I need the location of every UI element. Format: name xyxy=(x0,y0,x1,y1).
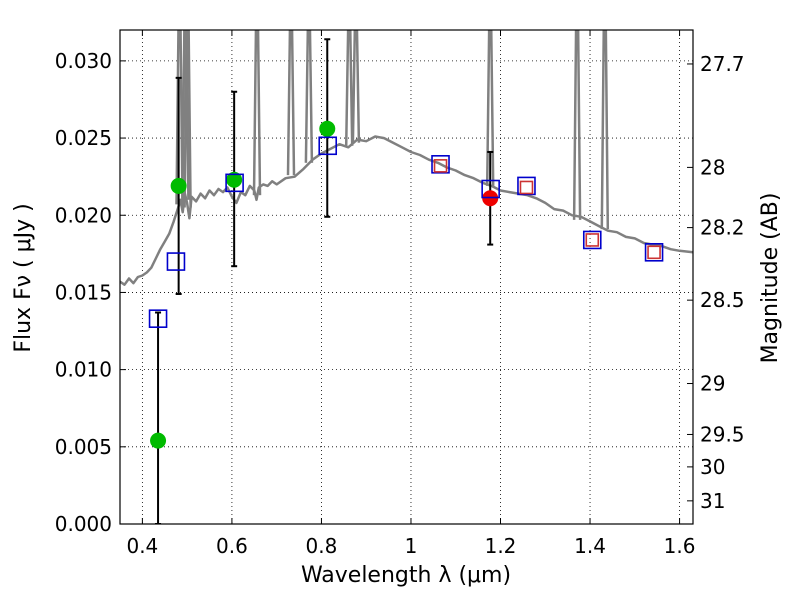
emission-line-spike xyxy=(344,30,354,146)
plot-area xyxy=(120,30,693,524)
y2-axis-label: Magnitude (AB) xyxy=(758,193,783,364)
y-tick-label: 0.025 xyxy=(55,126,112,150)
y2-tick-label: 31 xyxy=(700,489,725,513)
y-tick-label: 0.000 xyxy=(55,512,112,536)
y-tick-label: 0.030 xyxy=(55,49,112,73)
x-tick-label: 0.4 xyxy=(126,534,158,558)
model-photometry-square xyxy=(148,309,168,328)
model-photometry-square xyxy=(318,136,338,156)
y2-tick-label: 27.7 xyxy=(700,52,745,76)
y-tick-label: 0.020 xyxy=(55,203,112,227)
y2-tick-label: 28.2 xyxy=(700,216,745,240)
y2-tick-label: 28 xyxy=(700,155,725,179)
model-photometry-square xyxy=(644,243,664,262)
y-axis-label: Flux Fν ( μJy ) xyxy=(11,203,36,352)
observed-point-green xyxy=(319,120,336,137)
emission-line-spike xyxy=(485,30,495,186)
model-photometry-square xyxy=(166,252,186,271)
y2-tick-label: 30 xyxy=(700,455,725,479)
emission-line-spike xyxy=(175,30,184,205)
x-tick-label: 1.4 xyxy=(574,534,606,558)
y-tick-label: 0.005 xyxy=(55,435,112,459)
emission-line-spike xyxy=(286,30,296,176)
sed-continuum-line xyxy=(120,135,693,286)
model-photometry-inner-square xyxy=(433,159,448,173)
x-tick-label: 0.6 xyxy=(216,534,248,558)
emission-line-spike xyxy=(181,30,190,200)
observed-point-green xyxy=(226,171,243,188)
observed-point-green xyxy=(170,177,187,194)
emission-line-spike xyxy=(572,30,582,220)
model-photometry-square xyxy=(225,173,244,193)
y-tick-label: 0.015 xyxy=(55,280,112,304)
model-photometry-square xyxy=(431,155,450,174)
model-photometry-square xyxy=(481,179,500,199)
model-photometry-inner-square xyxy=(647,245,661,260)
axes: 0.4 0.6 0.8 1 1.2 1.4 1.6 0.000 0.005 0.010 0.015 0… xyxy=(55,30,745,558)
x-axis-label: Wavelength λ (μm) xyxy=(301,563,511,588)
y-tick-label: 0.010 xyxy=(55,358,112,382)
x-tick-label: 0.8 xyxy=(306,534,338,558)
model-photometry-square xyxy=(517,176,536,196)
y2-tick-label: 29.5 xyxy=(700,422,745,446)
y2-tick-label: 28.5 xyxy=(700,288,745,312)
plot-frame xyxy=(119,29,694,525)
emission-line-spike xyxy=(351,30,361,143)
y2-tick-label: 29 xyxy=(700,372,725,396)
model-photometry-inner-square xyxy=(585,233,600,247)
x-tick-label: 1.2 xyxy=(485,534,517,558)
x-tick-label: 1.6 xyxy=(664,534,696,558)
emission-line-spike xyxy=(183,30,192,208)
emission-line-spike xyxy=(304,30,314,163)
model-photometry-square xyxy=(582,230,602,250)
emission-line-spike xyxy=(252,30,262,196)
x-tick-label: 1 xyxy=(405,534,418,558)
emission-line-spike xyxy=(600,30,610,230)
model-photometry-inner-square xyxy=(519,180,534,195)
observed-point-green xyxy=(150,432,167,449)
